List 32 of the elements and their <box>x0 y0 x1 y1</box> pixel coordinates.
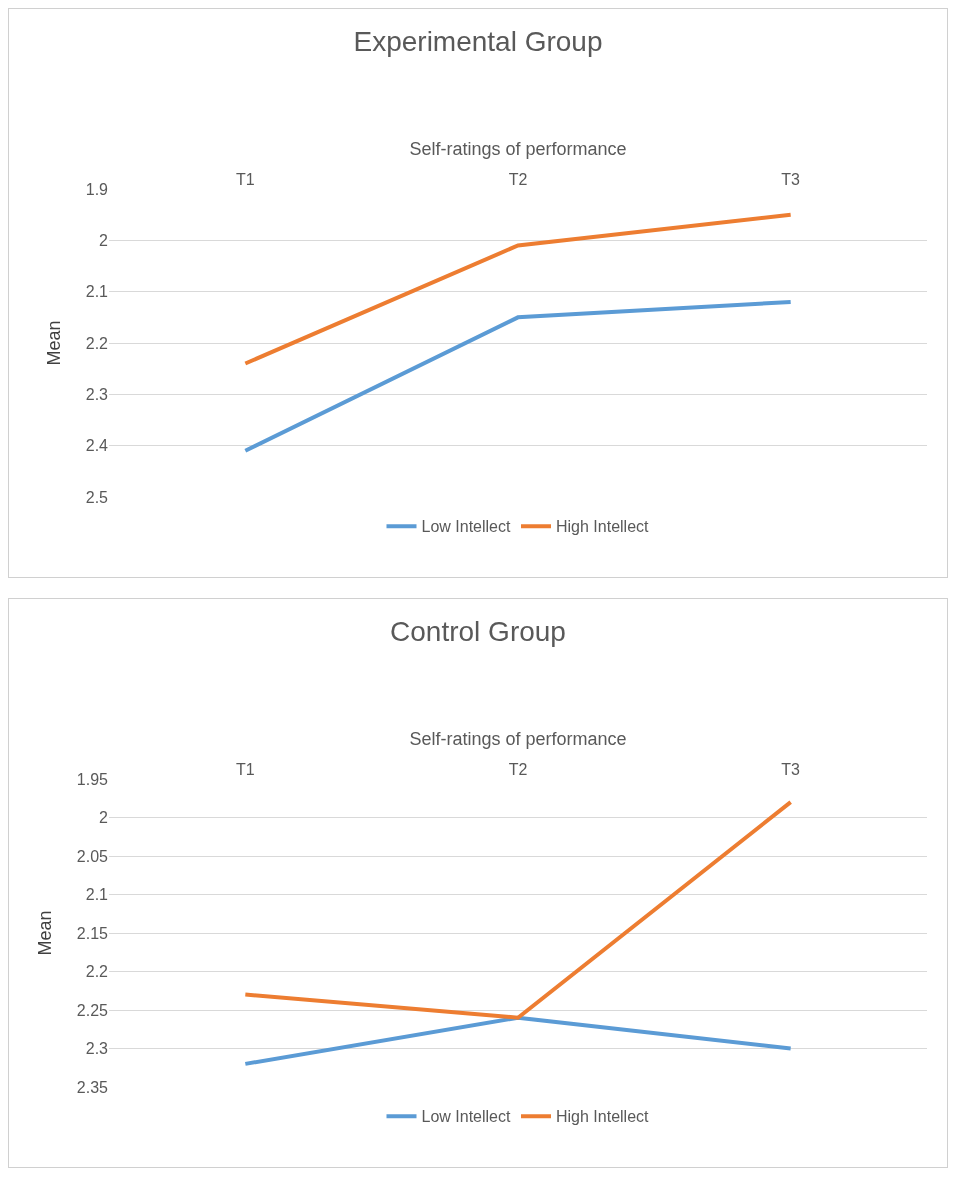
y-axis-title: Mean <box>43 320 64 366</box>
y-tick-label: 2.15 <box>76 924 109 942</box>
x-axis-title: Self-ratings of performance <box>409 729 627 749</box>
y-tick-label: 2.3 <box>85 385 109 403</box>
y-tick-label: 2.1 <box>85 283 109 301</box>
y-tick-label: 1.9 <box>85 180 109 198</box>
chart-title: Experimental Group <box>353 26 603 58</box>
y-tick-label: 2 <box>99 231 109 249</box>
y-tick-label: 2.3 <box>85 1040 109 1058</box>
legend-label: Low Intellect <box>421 1108 511 1126</box>
y-tick-label: 2.4 <box>85 437 109 455</box>
y-tick-label: 2.2 <box>85 963 109 981</box>
y-tick-label: 1.95 <box>76 770 109 788</box>
x-tick-label: T1 <box>235 760 255 778</box>
y-tick-label: 2.1 <box>85 886 109 904</box>
legend-label: High Intellect <box>555 518 650 536</box>
chart-title: Control Group <box>390 616 566 648</box>
y-tick-label: 2 <box>99 809 109 827</box>
y-axis-title: Mean <box>35 910 56 956</box>
legend-label: Low Intellect <box>421 518 511 536</box>
x-tick-label: T3 <box>781 170 801 188</box>
y-tick-label: 2.05 <box>76 847 109 865</box>
y-tick-label: 2.2 <box>85 334 109 352</box>
legend-label: High Intellect <box>555 1108 650 1126</box>
x-tick-label: T2 <box>508 760 528 778</box>
y-tick-label: 2.35 <box>76 1078 109 1096</box>
x-tick-label: T1 <box>235 170 255 188</box>
y-tick-label: 2.25 <box>76 1001 109 1019</box>
x-tick-label: T2 <box>508 170 528 188</box>
x-tick-label: T3 <box>781 760 801 778</box>
x-axis-title: Self-ratings of performance <box>409 139 627 159</box>
y-tick-label: 2.5 <box>85 488 109 506</box>
